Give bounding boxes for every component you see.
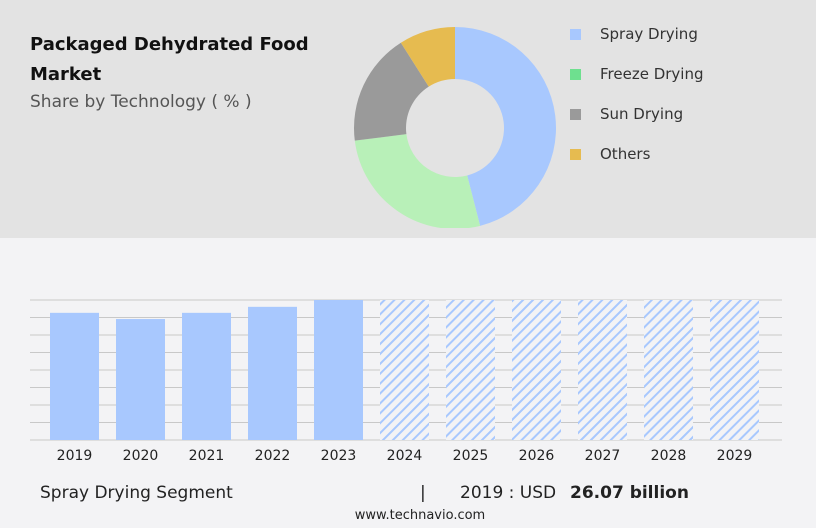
source-url: www.technavio.com [354,508,486,523]
legend-swatch [570,108,581,120]
legend-label: Spray Drying [600,25,698,43]
donut-slice-others [400,27,455,87]
legend-swatch [570,28,581,40]
bar-2023 [314,300,363,440]
x-tick-label: 2028 [651,448,687,464]
x-tick-label: 2029 [717,448,753,464]
legend-label: Sun Drying [600,105,684,123]
legend-label: Freeze Drying [600,65,704,83]
x-tick-label: 2027 [585,448,621,464]
forecast-bar-2025 [446,300,495,440]
segment-label: Spray Drying Segment [40,483,233,503]
forecast-bar-2028 [644,300,693,440]
segment-value: 26.07 billion [570,483,689,503]
forecast-bar-2024 [380,300,429,440]
bar-2020 [116,319,165,440]
forecast-bar-2027 [578,300,627,440]
legend-item: Spray Drying [570,14,704,54]
bar-2021 [182,312,231,440]
x-tick-label: 2024 [387,448,423,464]
donut-slice-sun-drying [354,42,429,141]
bar-chart: 2019 2020 2021 2022 2023 2024 2025 2026 2027 2028… [30,299,782,464]
legend-item: Freeze Drying [570,54,704,94]
donut-slice-spray-drying [455,27,556,226]
legend-swatch [570,148,581,160]
forecast-bar-2026 [512,300,561,440]
x-tick-label: 2020 [123,448,159,464]
chart-subtitle: Share by Technology ( % ) [30,92,252,112]
year-label: 2019 : USD [460,483,557,503]
bar-2019 [50,312,99,440]
legend-swatch [570,68,581,80]
x-tick-label: 2025 [453,448,489,464]
x-tick-label: 2026 [519,448,555,464]
x-tick-label: 2023 [321,448,357,464]
bar-2022 [248,306,297,440]
footer-divider: | [420,483,426,503]
legend-label: Others [600,145,651,163]
legend-item: Sun Drying [570,94,704,134]
forecast-bar-2029 [710,300,759,440]
donut-slice-freeze-drying [354,134,481,228]
x-tick-label: 2019 [57,448,93,464]
legend-item: Others [570,134,704,174]
chart-title: Packaged Dehydrated Food Market [30,34,309,85]
legend: Spray Drying Freeze Drying Sun Drying Ot… [570,14,704,174]
x-tick-label: 2022 [255,448,291,464]
donut-chart [354,27,556,228]
x-tick-label: 2021 [189,448,225,464]
